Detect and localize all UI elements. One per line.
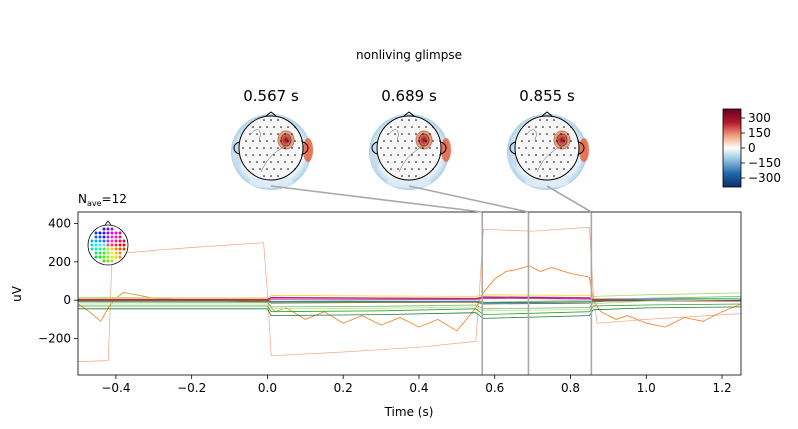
- colorbar-tick-label: 0: [748, 141, 756, 155]
- trace-line: [78, 296, 741, 301]
- x-tick-label: 0.8: [561, 381, 580, 395]
- y-tick-label: 400: [48, 217, 71, 231]
- x-ticks: −0.4 −0.2 0.0 0.2 0.4 0.6 0.8 1.0 1.2: [101, 375, 732, 395]
- trace-line: [78, 226, 741, 362]
- topomap-time-label: 0.689 s: [381, 87, 437, 105]
- x-tick-label: 0.0: [258, 381, 277, 395]
- nave-label: Nave=12: [78, 192, 127, 208]
- y-ticks: −200 0 200 400: [38, 217, 78, 346]
- trace-line: [78, 294, 741, 300]
- butterfly-traces: [78, 226, 741, 362]
- trace-line: [78, 298, 741, 312]
- plot-area: −0.4 −0.2 0.0 0.2 0.4 0.6 0.8 1.0 1.2 −200 0 200 40…: [10, 211, 742, 419]
- colorbar-gradient: [722, 108, 742, 188]
- x-tick-label: −0.2: [177, 381, 206, 395]
- x-tick-label: −0.4: [101, 381, 130, 395]
- trace-line: [78, 306, 741, 319]
- topomap: [369, 111, 451, 190]
- topomap-time-label: 0.855 s: [519, 87, 575, 105]
- colorbar-tick-label: −150: [748, 156, 781, 170]
- x-tick-label: 0.4: [409, 381, 428, 395]
- connector-line: [546, 185, 592, 213]
- topomap-time-label: 0.567 s: [243, 87, 299, 105]
- colorbar-tick-label: 300: [748, 111, 771, 125]
- x-tick-label: 1.2: [713, 381, 732, 395]
- y-tick-label: 0: [63, 293, 71, 307]
- trace-line: [78, 303, 741, 316]
- trace-line: [78, 300, 741, 305]
- colorbar-tick-label: 150: [748, 126, 771, 140]
- sensor-inset: [87, 220, 129, 266]
- x-tick-label: 0.2: [334, 381, 353, 395]
- topomap: [507, 111, 589, 190]
- x-tick-label: 1.0: [637, 381, 656, 395]
- time-markers: [481, 212, 593, 375]
- connector-line: [270, 185, 483, 213]
- topomap-connectors: [270, 185, 592, 213]
- colorbar-tick-label: −300: [748, 171, 781, 185]
- connector-line: [408, 185, 529, 213]
- y-tick-label: −200: [38, 332, 71, 346]
- topomap: [231, 111, 313, 190]
- y-tick-label: 200: [48, 255, 71, 269]
- y-axis-label: uV: [10, 285, 24, 302]
- x-axis-label: Time (s): [384, 405, 434, 419]
- figure-title: nonliving glimpse: [356, 48, 462, 62]
- topomap-group: 0.567 s 0.689 s 0.855 s: [231, 87, 589, 190]
- x-tick-label: 0.6: [485, 381, 504, 395]
- trace-line: [78, 299, 741, 303]
- axes-frame: [77, 211, 742, 376]
